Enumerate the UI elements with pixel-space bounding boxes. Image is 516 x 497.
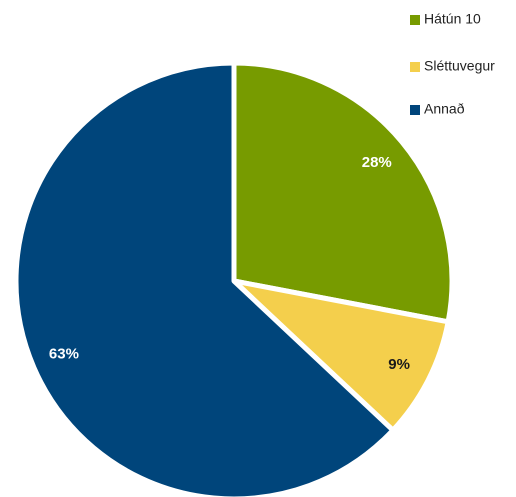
legend-swatch	[410, 105, 420, 115]
legend: Hátún 10 Sléttuvegur Annað	[410, 11, 495, 117]
pie-slice	[231, 278, 451, 433]
pie-slice	[13, 60, 396, 497]
legend-label: Sléttuvegur	[424, 58, 495, 74]
legend-swatch	[410, 15, 420, 25]
pie	[13, 60, 455, 497]
legend-label: Annað	[424, 101, 465, 117]
legend-label: Hátún 10	[424, 11, 481, 27]
data-label: 63%	[49, 346, 79, 363]
data-label: 9%	[388, 356, 410, 373]
legend-swatch	[410, 62, 420, 72]
data-labels: 28% 9% 63%	[49, 154, 410, 373]
data-label: 28%	[362, 154, 392, 171]
pie-slice	[231, 60, 455, 325]
